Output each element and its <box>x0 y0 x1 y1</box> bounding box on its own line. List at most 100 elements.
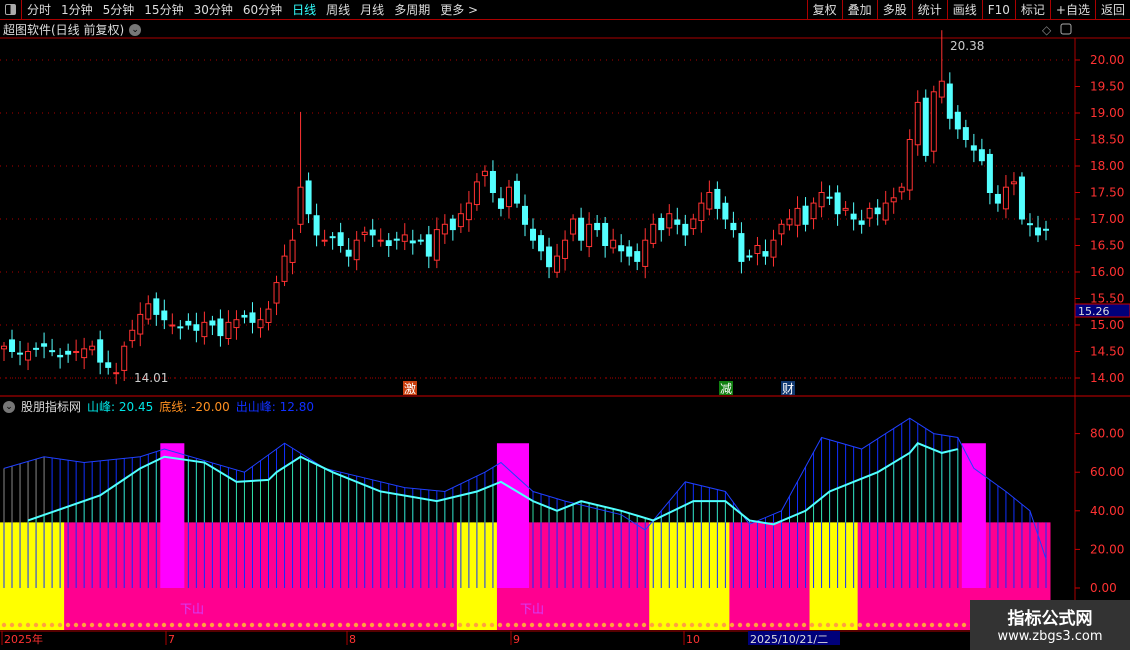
band-bar <box>809 588 819 630</box>
band-bar <box>200 588 209 630</box>
event-marker <box>719 381 733 395</box>
period-tab[interactable]: 30分钟 <box>193 2 233 17</box>
price-tick: 15.00 <box>1090 318 1124 332</box>
candle <box>209 320 216 326</box>
band-bar <box>408 588 418 630</box>
period-tab[interactable]: 月线 <box>360 2 385 17</box>
candle <box>105 362 112 368</box>
period-tab[interactable]: 更多 > <box>440 2 479 17</box>
band-bar <box>96 588 105 630</box>
period-tab[interactable]: 60分钟 <box>242 2 283 17</box>
band-bar <box>112 588 121 630</box>
peak-block <box>961 443 986 588</box>
candle <box>193 324 200 331</box>
candle <box>522 205 528 225</box>
dot-marker <box>129 622 135 628</box>
dot-marker <box>729 622 735 628</box>
period-tab[interactable]: 1分钟 <box>61 2 93 17</box>
dot-marker <box>345 622 351 628</box>
dot-marker <box>641 622 647 628</box>
dot-marker <box>401 622 407 628</box>
candle <box>41 343 48 347</box>
candle <box>930 91 937 152</box>
dot-marker <box>177 622 183 628</box>
toolbar-button[interactable]: 多股 <box>876 0 912 20</box>
period-tab[interactable]: 多周期 <box>394 2 431 17</box>
candle <box>377 239 384 242</box>
chart-title: 超图软件(日线 前复权) ⌄ <box>3 21 142 38</box>
watermark: 指标公式网 www.zbgs3.com <box>970 600 1130 650</box>
band-bar <box>328 588 338 630</box>
dot-marker <box>249 622 255 628</box>
candle <box>730 222 737 231</box>
chevron-down-icon[interactable]: ⌄ <box>129 23 142 36</box>
period-tab[interactable]: 日线 <box>292 2 317 17</box>
dot-marker <box>713 622 719 628</box>
toolbar-button[interactable]: 统计 <box>911 0 947 20</box>
dot-marker <box>289 622 295 628</box>
date-label: 9 <box>513 633 520 646</box>
candle <box>858 220 865 225</box>
dot-marker <box>937 622 943 628</box>
dot-marker <box>857 622 863 628</box>
dot-marker <box>865 622 871 628</box>
period-tab[interactable]: 周线 <box>326 2 351 17</box>
band-bar <box>585 588 594 630</box>
chevron-down-icon[interactable]: ⌄ <box>3 400 15 413</box>
band-bar <box>432 588 442 630</box>
candle <box>505 186 512 208</box>
dot-marker <box>385 622 391 628</box>
toolbar-button[interactable]: 复权 <box>806 0 842 20</box>
band-bar <box>416 588 426 630</box>
dot-marker <box>209 622 215 628</box>
cursor-date: 2025/10/21/二 <box>750 633 828 646</box>
dot-marker <box>297 622 303 628</box>
dot-marker <box>529 622 535 628</box>
current-price-box <box>1074 303 1130 318</box>
band-bar <box>448 588 458 630</box>
band-bar <box>529 588 538 630</box>
candle <box>401 234 408 242</box>
candle <box>337 232 344 246</box>
high-label: 20.38 <box>950 39 984 53</box>
toolbar-button[interactable]: 返回 <box>1094 0 1130 20</box>
candle <box>153 298 160 315</box>
stock-title: 超图软件(日线 前复权) <box>3 23 125 37</box>
band-bar <box>16 588 25 630</box>
band-bar <box>400 588 410 630</box>
dot-marker <box>585 622 591 628</box>
candle <box>161 310 168 321</box>
toolbar-button[interactable]: F10 <box>981 0 1015 20</box>
candle <box>970 145 977 151</box>
band-bar <box>104 588 113 630</box>
candle <box>922 97 929 156</box>
indicator-value: 出山峰: 12.80 <box>235 400 314 414</box>
toolbar-button[interactable]: 标记 <box>1014 0 1050 20</box>
dot-marker <box>449 622 455 628</box>
dot-marker <box>353 622 359 628</box>
toolbar-button[interactable]: 叠加 <box>841 0 877 20</box>
candle <box>786 218 793 226</box>
toolbar-button[interactable]: +自选 <box>1049 0 1095 20</box>
dot-marker <box>273 622 279 628</box>
candle <box>1034 227 1041 236</box>
toolbar-button[interactable]: 画线 <box>946 0 982 20</box>
layout-toggle-button[interactable] <box>0 0 22 20</box>
period-tab[interactable]: 分时 <box>27 2 52 17</box>
event-marker <box>781 381 795 395</box>
band-bar <box>136 588 145 630</box>
band-bar <box>24 588 33 630</box>
dot-marker <box>609 622 615 628</box>
period-tab[interactable]: 15分钟 <box>144 2 184 17</box>
dot-marker <box>769 622 775 628</box>
candle <box>850 213 857 220</box>
band-bar <box>304 588 314 630</box>
dot-marker <box>161 622 167 628</box>
price-tick: 17.50 <box>1090 186 1124 200</box>
price-tick: 16.50 <box>1090 239 1124 253</box>
candle <box>201 321 208 338</box>
band-bar <box>336 588 346 630</box>
period-tab[interactable]: 5分钟 <box>102 2 135 17</box>
dot-marker <box>617 622 623 628</box>
